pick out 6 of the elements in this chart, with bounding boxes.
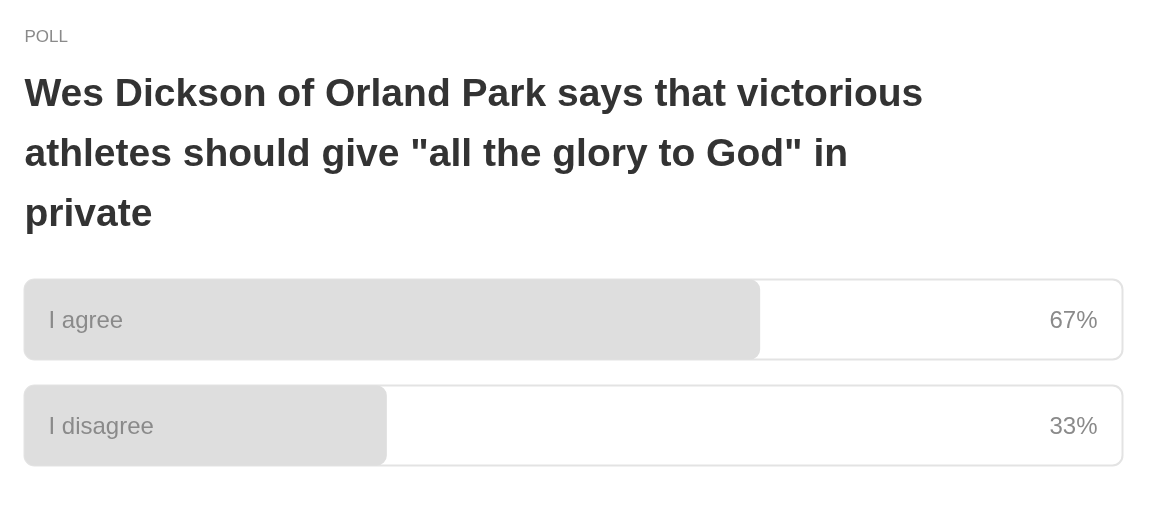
chart-title: Wes Dickson of Orland Park says that victorious athletes should give "all the glory to God" in private [24, 70, 924, 234]
data-label: 33% [1049, 412, 1098, 439]
chart-subtitle: POLL [24, 27, 68, 46]
y-tick-label: I disagree [48, 412, 154, 439]
y-tick-label: I agree [48, 306, 124, 333]
data-label: 67% [1049, 306, 1098, 333]
